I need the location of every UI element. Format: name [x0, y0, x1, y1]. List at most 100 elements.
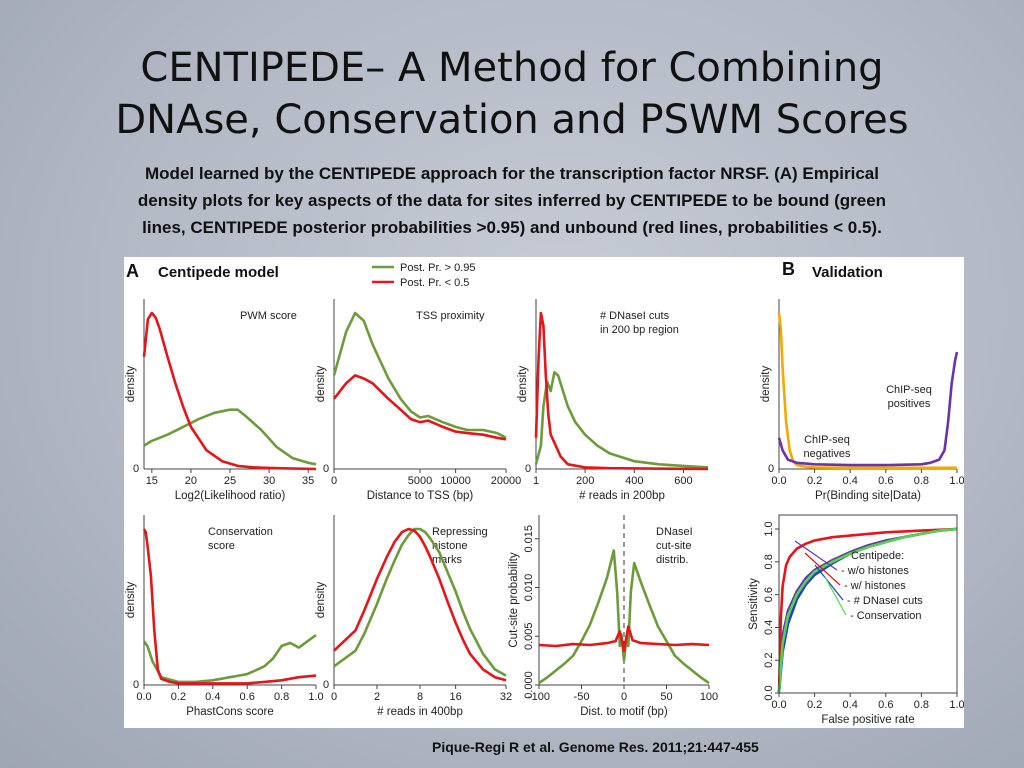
x-tick-label: 0.4 — [843, 475, 858, 487]
x-tick-label: 0 — [621, 691, 627, 703]
y-axis-label: density — [517, 366, 529, 403]
roc-legend-pointer — [804, 552, 841, 586]
x-tick-label: 8 — [417, 691, 423, 703]
x-tick-label: 0.2 — [807, 475, 822, 487]
y-zero-label: 0 — [133, 679, 139, 691]
x-axis-label: Log2(Likelihood ratio) — [175, 490, 286, 502]
panel-note: distrib. — [656, 554, 688, 566]
y-tick-label: 0.6 — [763, 587, 775, 602]
panel-note: score — [208, 540, 235, 552]
roc-legend-pointer — [794, 540, 838, 571]
series-line-green — [333, 527, 507, 677]
series-line-red — [142, 311, 317, 471]
x-tick-label: 5000 — [408, 475, 432, 487]
y-tick-label: 0.015 — [523, 525, 535, 553]
y-axis-label: Cut-site probability — [508, 552, 520, 647]
x-tick-label: 20000 — [491, 475, 522, 487]
title-line-1: CENTIPEDE– A Method for Combining — [140, 45, 884, 91]
citation: Pique-Regi R et al. Genome Res. 2011;21:… — [432, 739, 759, 755]
panel-b-title: Validation — [812, 264, 883, 281]
title-line-2: DNAse, Conservation and PSWM Scores — [115, 97, 909, 143]
roc-frame — [778, 514, 958, 694]
caption-line-1: Model learned by the CENTIPEDE approach … — [145, 164, 879, 183]
x-axis-label: Distance to TSS (bp) — [367, 490, 474, 502]
y-tick-label: 0.4 — [763, 620, 775, 635]
y-tick-label: 1.0 — [763, 521, 775, 536]
y-tick-label: 0.0 — [763, 685, 775, 700]
x-tick-label: 0.6 — [878, 475, 893, 487]
x-tick-label: 0.4 — [843, 699, 858, 711]
x-tick-label: 0.0 — [771, 475, 786, 487]
x-axis-label: Pr(Binding site|Data) — [815, 490, 921, 502]
series-line-purple — [777, 351, 959, 467]
x-tick-label: 200 — [576, 475, 594, 487]
x-tick-label: 1.0 — [949, 475, 964, 487]
x-tick-label: 0.0 — [771, 699, 786, 711]
series-line-green — [143, 408, 317, 466]
x-tick-label: 1.0 — [308, 691, 323, 703]
roc-legend-pointer — [814, 564, 844, 601]
y-axis-label: density — [315, 366, 327, 403]
x-tick-label: 25 — [224, 475, 236, 487]
x-tick-label: 0.6 — [878, 699, 893, 711]
x-tick-label: 1 — [533, 475, 539, 487]
y-tick-label: 0.2 — [763, 653, 775, 668]
series-line-red — [142, 528, 317, 685]
roc-legend-label: - Conservation — [850, 610, 922, 622]
x-tick-label: -50 — [574, 691, 590, 703]
panel-note: # DNaseI cuts — [600, 310, 670, 322]
panel-note: TSS proximity — [416, 310, 485, 322]
figure-svg: A Centipede model B Validation Post. Pr.… — [125, 259, 965, 726]
caption-line-3: lines, CENTIPEDE posterior probabilities… — [142, 218, 882, 237]
series-line-red — [534, 311, 709, 471]
x-tick-label: 32 — [500, 691, 512, 703]
y-tick-label: 0.000 — [523, 671, 535, 699]
x-tick-label: 400 — [625, 475, 643, 487]
x-tick-label: 16 — [449, 691, 461, 703]
x-axis-label: # reads in 200bp — [579, 490, 665, 502]
y-zero-label: 0 — [133, 463, 139, 475]
y-axis-label: density — [315, 582, 327, 619]
x-tick-label: 30 — [263, 475, 275, 487]
x-tick-label: 0.2 — [807, 699, 822, 711]
slide-title: CENTIPEDE– A Method for Combining DNAse,… — [0, 42, 1024, 146]
x-tick-label: 0.6 — [240, 691, 255, 703]
y-axis-label: Sensitivity — [748, 578, 760, 630]
x-tick-label: 0 — [331, 475, 337, 487]
x-tick-label: 35 — [302, 475, 314, 487]
y-zero-label: 0 — [323, 463, 329, 475]
panel-note: histone — [432, 540, 467, 552]
panel-note: Repressing — [432, 526, 488, 538]
y-axis-label: density — [760, 366, 772, 403]
series-line-green — [332, 311, 507, 439]
series-line-orange — [777, 312, 957, 470]
roc-legend-label: - w/ histones — [844, 580, 906, 592]
x-tick-label: 0.8 — [914, 475, 929, 487]
roc-legend-title: Centipede: — [851, 550, 904, 562]
x-tick-label: 15 — [146, 475, 158, 487]
panel-a-letter: A — [126, 261, 139, 281]
x-tick-label: 0.8 — [914, 699, 929, 711]
positives-label: positives — [888, 398, 931, 410]
x-tick-label: 2 — [374, 691, 380, 703]
x-tick-label: 0.2 — [171, 691, 186, 703]
y-tick-label: 0.005 — [523, 622, 535, 650]
roc-legend-label: - w/o histones — [841, 565, 909, 577]
y-zero-label: 0 — [768, 463, 774, 475]
x-tick-label: 0.4 — [205, 691, 220, 703]
panel-note: in 200 bp region — [600, 324, 679, 336]
series-line-red — [777, 527, 958, 694]
roc-legend-pointer — [824, 576, 847, 616]
caption-line-2: density plots for key aspects of the dat… — [137, 191, 887, 210]
x-tick-label: 600 — [674, 475, 692, 487]
x-axis-label: PhastCons score — [186, 706, 274, 718]
x-axis-label: False positive rate — [821, 714, 914, 726]
x-tick-label: -100 — [528, 691, 550, 703]
series-line-green — [538, 549, 710, 685]
series-line-red — [538, 625, 710, 653]
positives-label: ChIP-seq — [886, 384, 932, 396]
figure-panel: A Centipede model B Validation Post. Pr.… — [124, 257, 965, 728]
y-tick-label: 0.010 — [523, 574, 535, 602]
x-tick-label: 20 — [185, 475, 197, 487]
x-axis-label: # reads in 400bp — [377, 706, 463, 718]
